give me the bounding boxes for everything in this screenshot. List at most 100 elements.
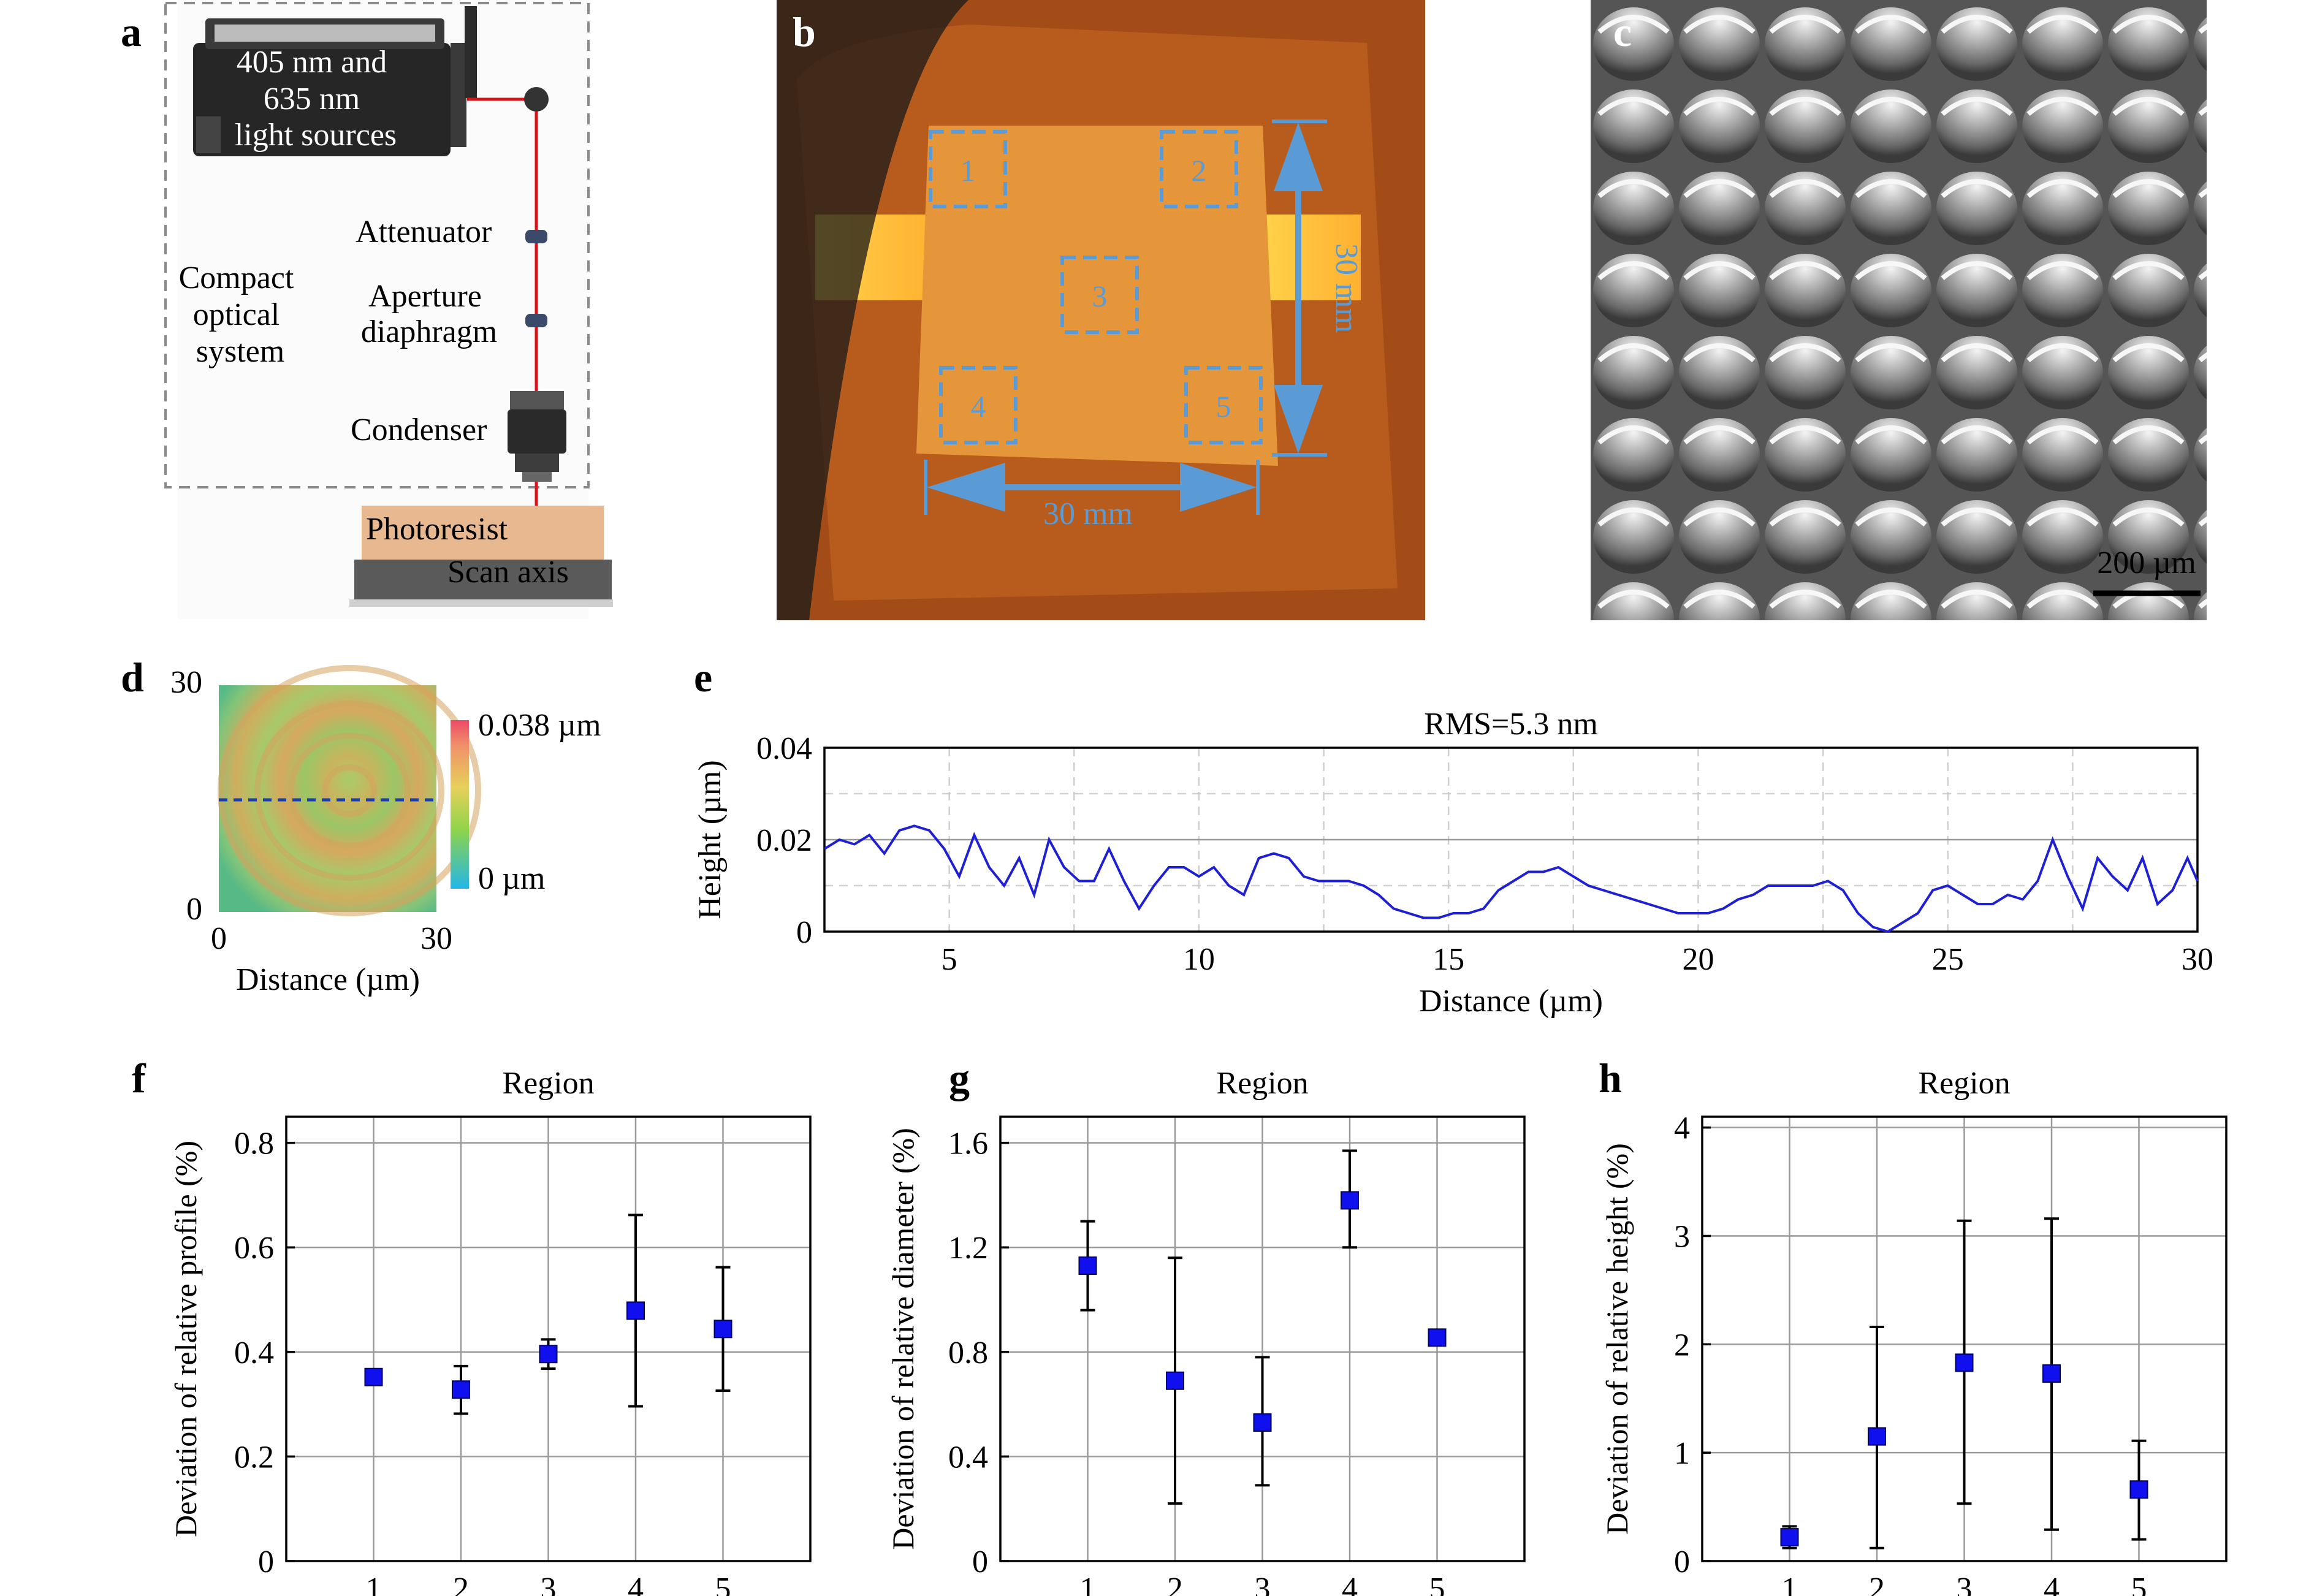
panel-a-letter: a	[121, 9, 142, 55]
width-label: 30 mm	[1043, 496, 1133, 531]
g-ytick-label: 1.6	[948, 1127, 988, 1161]
e-ytick-label: 0.02	[756, 823, 812, 858]
region-label-1: 1	[961, 153, 976, 188]
panel-e-letter: e	[694, 654, 712, 701]
compact-optical-system-label: Compact optical system	[179, 260, 302, 369]
light-source-label: 405 nm and 635 nm light sources	[235, 45, 397, 153]
f-data-point	[626, 1301, 645, 1320]
photoresist-layer	[362, 506, 604, 562]
aperture-label: Aperture diaphragm	[361, 279, 497, 349]
region-labels: 1 2 3 4 5	[961, 153, 1231, 424]
height-label: 30 mm	[1329, 243, 1364, 333]
aperture-icon	[525, 314, 547, 327]
f-ytick-label: 0.8	[234, 1127, 274, 1161]
f-xtick-label: 4	[628, 1571, 644, 1596]
chart-e: 5 10 15 20 25 30 0 0.02 0.04 RMS=5.3 nm Distance (…	[693, 707, 2213, 1019]
f-xtick-label: 5	[715, 1571, 731, 1596]
panel-c-letter: c	[1613, 9, 1632, 55]
e-ytick-label: 0	[796, 915, 812, 950]
scan-stage	[354, 560, 612, 599]
sample-square	[916, 126, 1278, 466]
e-plot-frame	[823, 747, 2199, 933]
region-label-2: 2	[1192, 153, 1207, 188]
f-data-point	[364, 1367, 383, 1386]
e-xtick-label: 10	[1183, 942, 1215, 977]
f-ytick-label: 0	[258, 1545, 274, 1579]
panel-e: e 5 10 15 20 25 30 0 0.02 0.04 RMS=5.3 nm Distance…	[693, 654, 2213, 1019]
region-label-4: 4	[971, 389, 986, 424]
h-ytick-label: 1	[1674, 1436, 1690, 1471]
attenuator-label: Attenuator	[356, 215, 492, 249]
chart-h: 1 2 3 4 5 0 1 2 3 4 Region Deviation of relative he…	[1600, 1066, 2228, 1596]
sem-microlens-image	[1591, 0, 2207, 620]
h-ylabel: Deviation of relative height (%)	[1600, 1143, 1634, 1535]
g-xtick-label: 4	[1342, 1571, 1358, 1596]
h-data-point	[1868, 1427, 1886, 1446]
g-title: Region	[1216, 1066, 1308, 1101]
e-series-line	[823, 824, 2199, 933]
colorbar	[451, 720, 469, 889]
g-data-point	[1341, 1191, 1359, 1210]
colorbar-min: 0 µm	[478, 861, 545, 896]
panel-h-letter: h	[1599, 1055, 1622, 1101]
e-ylabel: Height (µm)	[693, 760, 728, 919]
scalebar-label: 200 µm	[2097, 545, 2196, 580]
panel-g: g 1 2 3 4 5 0 0.4 0.8 1.2 1.6 Region Deviation of r…	[886, 1055, 1526, 1596]
scan-axis-label: Scan axis	[447, 555, 569, 590]
g-xtick-label: 5	[1429, 1571, 1445, 1596]
e-ytick-label: 0.04	[756, 731, 812, 766]
region-label-5: 5	[1216, 389, 1231, 424]
f-ytick-label: 0.2	[234, 1440, 274, 1475]
region-box-4	[939, 366, 1018, 444]
h-xtick-label: 4	[2044, 1571, 2060, 1596]
g-xtick-label: 1	[1080, 1571, 1096, 1596]
h-xtick-label: 2	[1869, 1571, 1885, 1596]
e-title: RMS=5.3 nm	[1424, 707, 1598, 742]
g-ytick-label: 0	[972, 1545, 988, 1579]
f-ytick-label: 0.6	[234, 1231, 274, 1266]
condenser-icon	[508, 391, 566, 482]
panel-f: f 1 2 3 4 5 0 0.2 0.4 0.6 0.8 Region Deviation of r…	[132, 1055, 812, 1596]
f-ytick-label: 0.4	[234, 1336, 274, 1370]
e-xtick-label: 5	[942, 942, 957, 977]
g-data-point	[1428, 1328, 1447, 1347]
g-ytick-label: 0.4	[948, 1440, 988, 1475]
panel-d-letter: d	[121, 654, 144, 701]
g-ytick-label: 1.2	[948, 1231, 988, 1266]
width-dimension	[924, 460, 1260, 515]
h-data-point	[1955, 1353, 1974, 1372]
g-ytick-label: 0.8	[948, 1336, 988, 1370]
e-xtick-label: 20	[1682, 942, 1714, 977]
h-title: Region	[1918, 1066, 2010, 1101]
d-y-bottom: 0	[186, 892, 202, 927]
g-ylabel: Deviation of relative diameter (%)	[886, 1128, 920, 1550]
h-ytick-label: 4	[1674, 1111, 1690, 1146]
e-xtick-label: 30	[2182, 942, 2213, 977]
panel-c: 200 µm c	[1591, 0, 2207, 620]
region-boxes	[929, 130, 1263, 444]
light-source-icon	[193, 6, 477, 156]
condenser-label: Condenser	[351, 412, 487, 447]
f-xtick-label: 2	[453, 1571, 469, 1596]
panel-f-letter: f	[132, 1055, 146, 1101]
f-xtick-label: 1	[366, 1571, 382, 1596]
e-xtick-label: 25	[1932, 942, 1964, 977]
light-glow-right	[1263, 215, 1361, 300]
h-data-point	[2042, 1364, 2061, 1383]
h-data-point	[2129, 1480, 2148, 1499]
region-box-1	[929, 130, 1007, 208]
e-xlabel: Distance (µm)	[1419, 984, 1603, 1019]
d-y-top: 30	[170, 665, 202, 700]
region-box-2	[1160, 130, 1238, 208]
height-map-rings	[218, 665, 481, 916]
f-ylabel: Deviation of relative profile (%)	[169, 1141, 203, 1537]
f-title: Region	[502, 1066, 594, 1101]
chart-f: 1 2 3 4 5 0 0.2 0.4 0.6 0.8 Region Deviation of rel…	[169, 1066, 812, 1596]
h-ytick-label: 0	[1674, 1545, 1690, 1579]
h-data-point	[1780, 1528, 1799, 1547]
h-ytick-label: 2	[1674, 1328, 1690, 1362]
h-ytick-label: 3	[1674, 1220, 1690, 1255]
attenuator-icon	[525, 230, 547, 243]
optical-system-outline	[164, 2, 590, 488]
